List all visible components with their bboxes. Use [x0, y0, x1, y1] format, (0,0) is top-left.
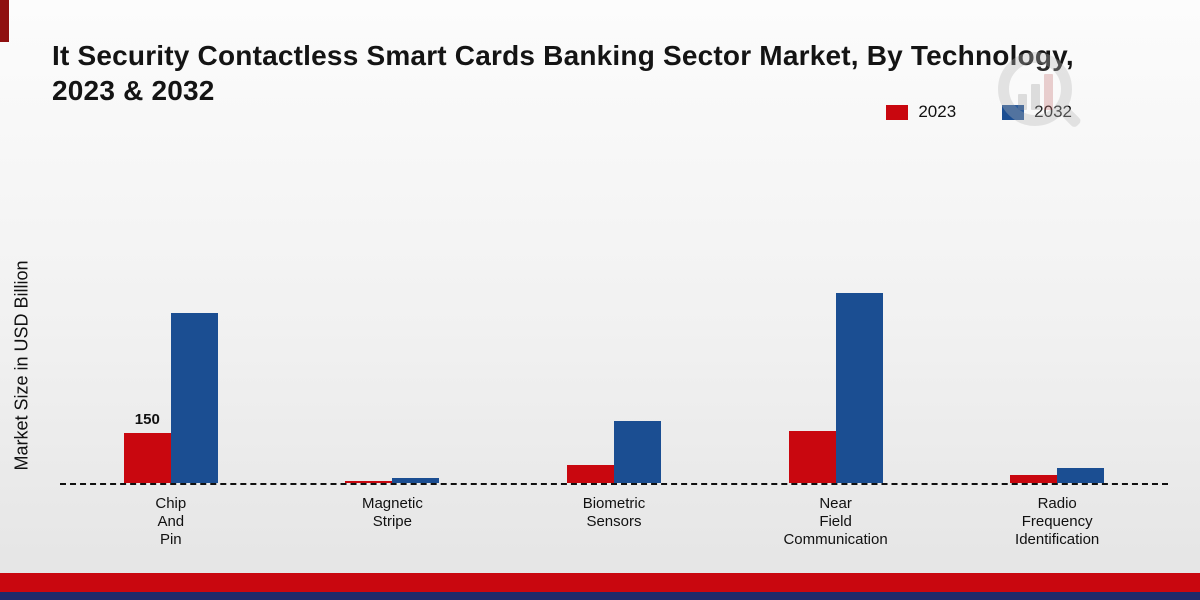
bar-value-label: 150 [134, 411, 160, 428]
bar-group-magnetic-stripe: Magnetic Stripe [282, 283, 504, 549]
bars-radio-frequency-identification [1010, 283, 1105, 483]
footer-red-band [0, 573, 1200, 592]
x-axis-baseline [60, 483, 1168, 485]
bar-2023-near-field-communication [788, 431, 836, 483]
bar-2032-radio-frequency-identification [1057, 468, 1105, 483]
watermark-bar-icon [1031, 84, 1040, 110]
chart-title-line2: 2023 & 2032 [52, 75, 215, 106]
chart-title: It Security Contactless Smart Cards Bank… [52, 38, 1172, 108]
bar-group-radio-frequency-identification: Radio Frequency Identification [946, 283, 1168, 549]
watermark-bar-icon [1018, 94, 1027, 110]
bar-group-near-field-communication: Near Field Communication [725, 283, 947, 549]
bar-groups: 150 Chip And Pin Magnetic Stripe Biometric Sens… [60, 283, 1168, 549]
footer-navy-band [0, 592, 1200, 600]
magnifier-ring-icon [998, 52, 1072, 126]
category-label-magnetic-stripe: Magnetic Stripe [361, 495, 423, 530]
category-label-chip-and-pin: Chip And Pin [155, 495, 187, 548]
bars-magnetic-stripe [345, 283, 440, 483]
bar-2023-radio-frequency-identification [1010, 475, 1058, 483]
legend-label: 2023 [918, 102, 957, 121]
bar-2032-near-field-communication [835, 293, 883, 483]
bar-2032-magnetic-stripe [392, 478, 440, 483]
bar-2032-chip-and-pin [170, 313, 218, 483]
legend-item-2023: 2023 [886, 102, 956, 122]
bar-group-chip-and-pin: 150 Chip And Pin [60, 283, 282, 549]
legend-swatch-2023 [886, 104, 909, 120]
bar-2023-magnetic-stripe [345, 481, 393, 483]
category-label-biometric-sensors: Biometric Sensors [582, 495, 646, 530]
magnifier-chart-logo-watermark [998, 52, 1086, 140]
bars-chip-and-pin: 150 [123, 283, 218, 483]
bar-2032-biometric-sensors [613, 421, 661, 483]
bar-2023-biometric-sensors [566, 465, 614, 483]
category-label-near-field-communication: Near Field Communication [783, 495, 888, 548]
category-label-radio-frequency-identification: Radio Frequency Identification [1015, 495, 1100, 548]
corner-accent [0, 0, 9, 42]
chart-title-line1: It Security Contactless Smart Cards Bank… [52, 40, 1074, 71]
bars-near-field-communication [788, 283, 883, 483]
bar-2023-chip-and-pin: 150 [123, 411, 171, 483]
bar-chart: 150 Chip And Pin Magnetic Stripe Biometric Sens… [60, 283, 1168, 549]
y-axis-label: Market Size in USD Billion [11, 260, 32, 471]
bar-group-biometric-sensors: Biometric Sensors [503, 283, 725, 549]
bars-biometric-sensors [566, 283, 661, 483]
watermark-bar-icon [1044, 74, 1053, 110]
